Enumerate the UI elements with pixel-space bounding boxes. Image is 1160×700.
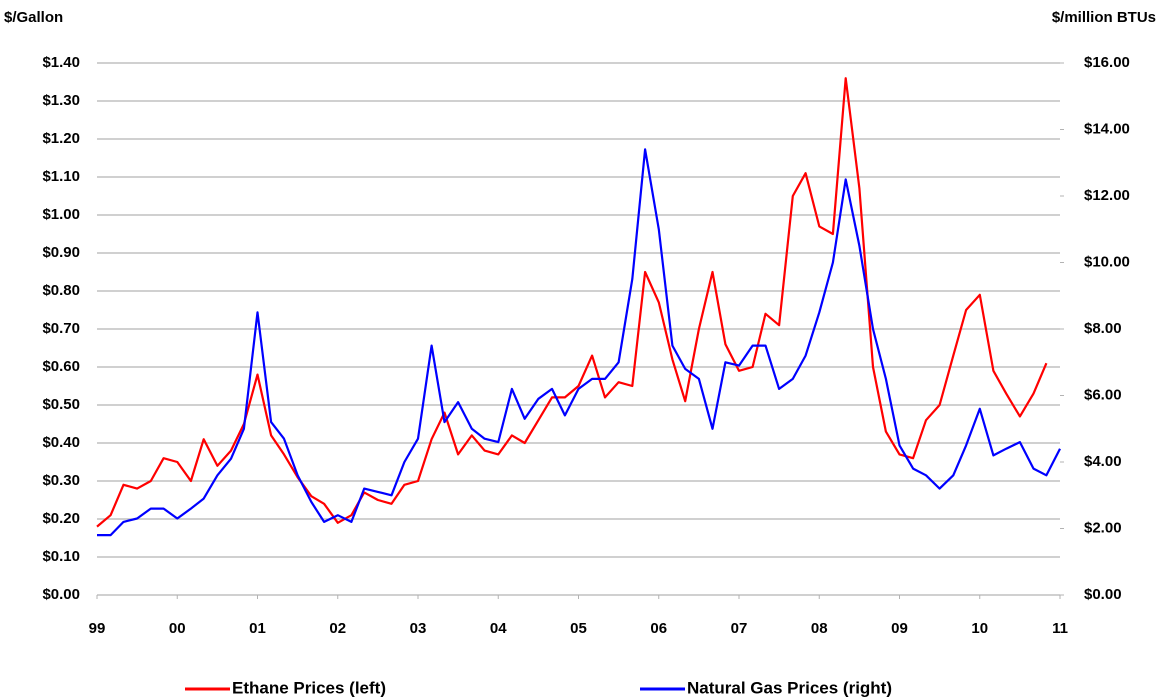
y-tick-label: $0.30: [42, 472, 80, 489]
series-line: [97, 148, 1061, 537]
series-line: [96, 77, 1048, 528]
y2-tick-label: $6.00: [1084, 386, 1122, 403]
y-tick-label: $0.60: [42, 358, 80, 375]
x-tick-label: 07: [731, 620, 748, 637]
y-tick-label: $0.90: [42, 244, 80, 261]
y2-tick-label: $0.00: [1084, 586, 1122, 603]
legend-label: Natural Gas Prices (right): [687, 678, 892, 697]
y-tick-label: $1.00: [42, 206, 80, 223]
y2-tick-label: $16.00: [1084, 54, 1130, 71]
y-tick-label: $0.80: [42, 282, 80, 299]
x-tick-label: 00: [169, 620, 186, 637]
y2-axis-title: $/million BTUs: [1052, 9, 1156, 26]
x-tick-label: 03: [410, 620, 427, 637]
y-tick-label: $0.10: [42, 548, 80, 565]
y2-tick-label: $10.00: [1084, 253, 1130, 270]
y-tick-label: $0.00: [42, 586, 80, 603]
y-axis-title: $/Gallon: [4, 9, 63, 26]
legend-label: Ethane Prices (left): [232, 678, 386, 697]
x-tick-label: 06: [650, 620, 667, 637]
x-tick-label: 09: [891, 620, 908, 637]
y-tick-label: $0.20: [42, 510, 80, 527]
y-tick-label: $1.30: [42, 92, 80, 109]
y2-tick-label: $4.00: [1084, 453, 1122, 470]
y2-tick-label: $12.00: [1084, 187, 1130, 204]
x-tick-label: 11: [1052, 620, 1068, 637]
x-tick-label: 10: [971, 620, 988, 637]
y-tick-label: $1.40: [42, 54, 80, 71]
y-tick-label: $0.70: [42, 320, 80, 337]
x-tick-label: 05: [570, 620, 587, 637]
x-tick-label: 99: [89, 620, 106, 637]
y-tick-label: $0.50: [42, 396, 80, 413]
y-tick-label: $1.20: [42, 130, 80, 147]
x-tick-label: 01: [249, 620, 266, 637]
y-tick-label: $1.10: [42, 168, 80, 185]
y-tick-label: $0.40: [42, 434, 80, 451]
x-tick-label: 02: [329, 620, 346, 637]
y2-tick-label: $14.00: [1084, 120, 1130, 137]
x-tick-label: 04: [490, 620, 507, 637]
y2-tick-label: $8.00: [1084, 320, 1122, 337]
x-tick-label: 08: [811, 620, 828, 637]
y2-tick-label: $2.00: [1084, 519, 1122, 536]
